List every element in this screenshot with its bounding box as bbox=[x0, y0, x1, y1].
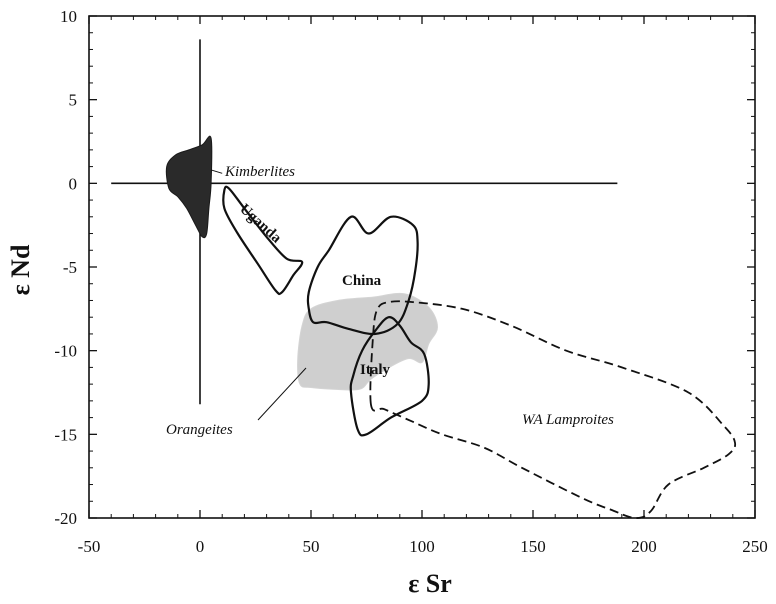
wa-lamproites-label: WA Lamproites bbox=[522, 412, 614, 428]
y-tick-label: 0 bbox=[69, 174, 78, 193]
plot-frame bbox=[88, 15, 756, 519]
china-field bbox=[306, 215, 419, 336]
italy-field bbox=[349, 316, 430, 437]
x-tick-label: 250 bbox=[742, 537, 768, 556]
x-tick-label: 150 bbox=[520, 537, 546, 556]
wa-lamproites-field bbox=[369, 300, 737, 519]
plot-outlines bbox=[165, 135, 737, 519]
y-ticks: 10 5 0 -5 -10 -15 -20 bbox=[54, 7, 755, 528]
china-label: China bbox=[342, 273, 382, 289]
kimberlites-label: Kimberlites bbox=[224, 164, 295, 180]
italy-label: Italy bbox=[360, 362, 391, 378]
y-tick-label: -20 bbox=[54, 509, 77, 528]
x-axis-label: ε Sr bbox=[408, 569, 452, 598]
y-tick-label: 10 bbox=[60, 7, 77, 26]
kimberlites-field bbox=[165, 135, 213, 239]
y-axis-label: ε Nd bbox=[6, 244, 35, 295]
y-tick-label: -15 bbox=[54, 425, 77, 444]
orangeites-leader-line bbox=[257, 367, 307, 421]
x-tick-label: 0 bbox=[196, 537, 205, 556]
x-tick-label: -50 bbox=[78, 537, 101, 556]
x-tick-label: 200 bbox=[631, 537, 657, 556]
y-tick-label: -5 bbox=[63, 258, 77, 277]
x-ticks: -50 0 50 100 150 200 250 bbox=[78, 16, 768, 556]
y-tick-label: 5 bbox=[69, 91, 78, 110]
uganda-label: Uganda bbox=[236, 201, 284, 247]
kimberlites-leader-line bbox=[210, 169, 223, 174]
uganda-field bbox=[222, 185, 304, 296]
x-tick-label: 100 bbox=[409, 537, 435, 556]
orangeites-label: Orangeites bbox=[166, 422, 233, 438]
leader-lines bbox=[210, 169, 307, 421]
y-tick-label: -10 bbox=[54, 342, 77, 361]
x-tick-label: 50 bbox=[303, 537, 320, 556]
